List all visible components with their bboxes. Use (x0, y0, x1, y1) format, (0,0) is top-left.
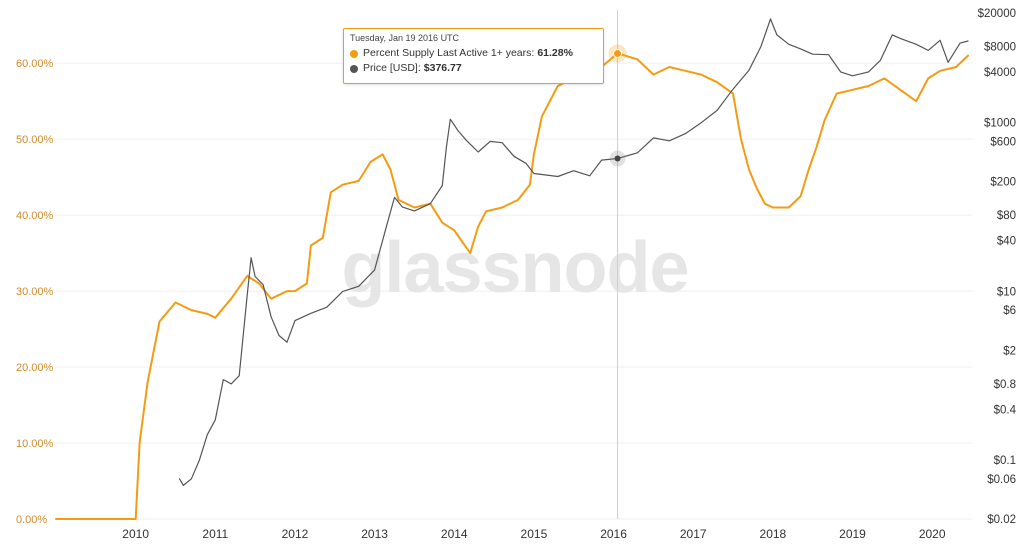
tooltip-price-value: $376.77 (423, 62, 462, 74)
y-right-tick-label: $20000 (978, 8, 1016, 20)
watermark-text: glassnode (341, 228, 688, 308)
x-tick-label: 2017 (680, 527, 707, 541)
price-hover-point (614, 155, 621, 162)
x-tick-label: 2018 (760, 527, 787, 541)
y-right-tick-label: $600 (990, 136, 1016, 148)
x-tick-label: 2013 (361, 527, 388, 541)
y-left-tick-label: 10.00% (16, 438, 54, 450)
y-right-tick-label: $0.06 (987, 474, 1016, 486)
supply-hover-point (613, 48, 623, 58)
x-tick-label: 2011 (202, 527, 228, 541)
y-right-tick-label: $0.02 (987, 514, 1016, 526)
x-tick-label: 2015 (521, 527, 548, 541)
y-right-tick-label: $4000 (984, 67, 1016, 79)
y-right-tick-label: $0.1 (994, 455, 1016, 467)
x-tick-label: 2020 (919, 527, 946, 541)
tooltip-price-label: Price [USD]: (363, 62, 421, 74)
y-right-tick-label: $40 (997, 236, 1016, 248)
tooltip-date: Tuesday, Jan 19 2016 UTC (350, 33, 460, 43)
y-left-tick-label: 50.00% (16, 134, 54, 146)
x-tick-label: 2016 (600, 527, 627, 541)
tooltip-row-supply: Percent Supply Last Active 1+ years: 61.… (350, 46, 597, 61)
y-right-tick-label: $0.8 (994, 379, 1016, 391)
y-left-tick-label: 60.00% (16, 58, 54, 70)
tooltip-supply-label: Percent Supply Last Active 1+ years: (363, 47, 535, 59)
y-right-tick-label: $1000 (984, 118, 1016, 130)
supply-dot-icon (350, 49, 358, 58)
y-left-tick-label: 40.00% (16, 210, 54, 222)
y-right-tick-label: $2 (1003, 345, 1016, 357)
x-tick-label: 2019 (839, 527, 866, 541)
supply-series-line (55, 52, 969, 520)
price-series-line (178, 18, 969, 486)
y-right-tick-label: $8000 (984, 42, 1016, 54)
y-right-tick-label: $6 (1003, 305, 1016, 317)
tooltip-row-price: Price [USD]: $376.77 (350, 61, 597, 76)
tooltip-supply-value: 61.28% (537, 47, 573, 59)
x-tick-label: 2014 (441, 527, 468, 541)
y-right-tick-label: $80 (997, 210, 1016, 222)
y-right-tick-label: $200 (990, 177, 1016, 189)
y-left-tick-label: 0.00% (16, 514, 47, 526)
x-tick-label: 2012 (282, 527, 309, 541)
x-tick-label: 2010 (122, 527, 149, 541)
y-right-tick-label: $0.4 (994, 404, 1017, 416)
price-dot-icon (350, 64, 358, 73)
data-tooltip: Tuesday, Jan 19 2016 UTC Percent Supply … (343, 28, 604, 84)
y-left-tick-label: 20.00% (16, 362, 54, 374)
y-left-tick-label: 30.00% (16, 286, 54, 298)
y-right-tick-label: $10 (997, 286, 1016, 298)
